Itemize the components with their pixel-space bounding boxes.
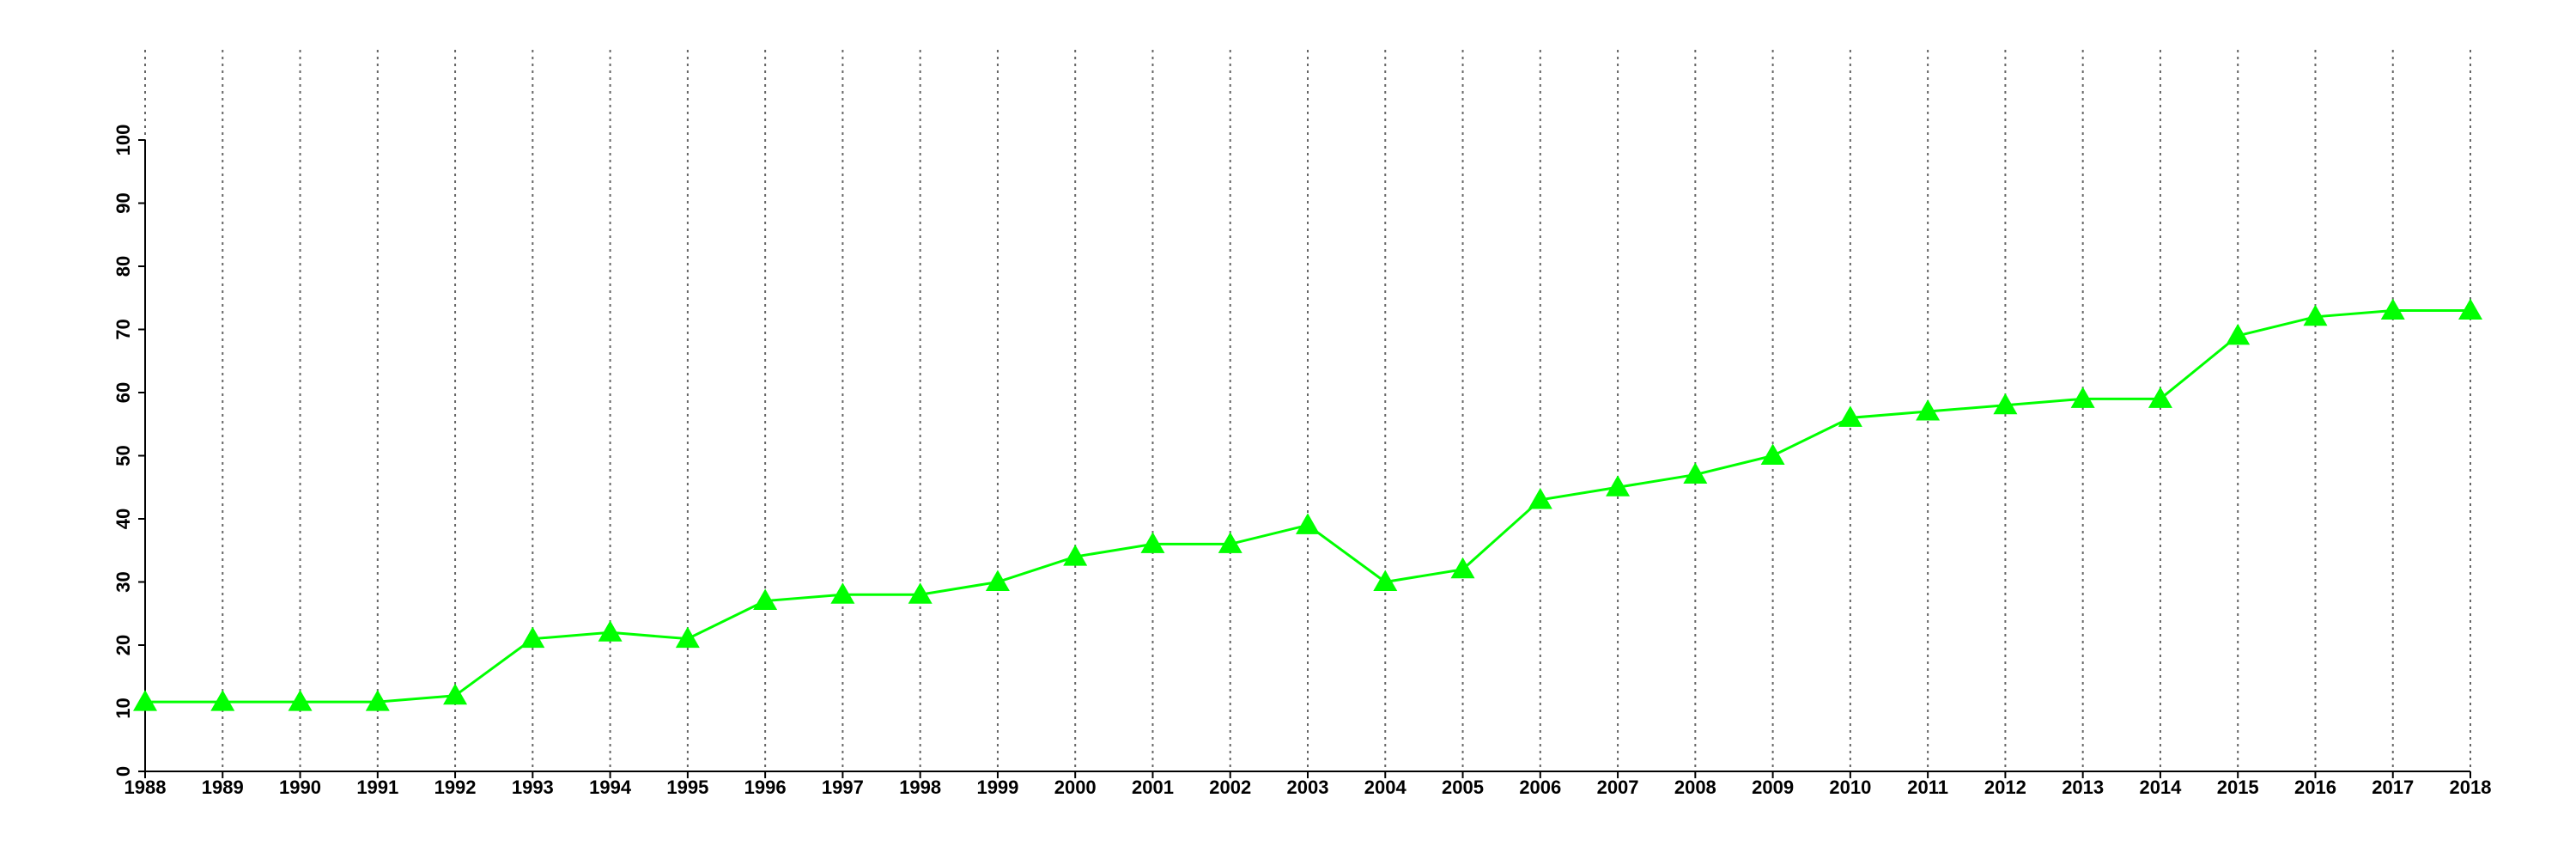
marker xyxy=(1296,513,1320,534)
x-tick-label: 1991 xyxy=(356,777,398,798)
marker xyxy=(1683,462,1708,484)
x-tick-label: 2008 xyxy=(1674,777,1716,798)
y-tick-label: 90 xyxy=(112,192,134,213)
marker xyxy=(520,626,545,649)
x-tick-label: 2003 xyxy=(1287,777,1329,798)
x-tick-label: 2016 xyxy=(2294,777,2336,798)
marker xyxy=(598,620,623,642)
marker xyxy=(443,683,468,705)
x-tick-label: 2017 xyxy=(2372,777,2414,798)
x-tick-label: 1996 xyxy=(744,777,787,798)
x-tick-label: 1990 xyxy=(279,777,321,798)
x-tick-label: 1992 xyxy=(434,777,477,798)
y-tick-label: 60 xyxy=(112,382,134,403)
x-tick-label: 1995 xyxy=(666,777,708,798)
x-tick-label: 1993 xyxy=(512,777,554,798)
x-tick-label: 2007 xyxy=(1597,777,1639,798)
x-tick-label: 2015 xyxy=(2217,777,2259,798)
y-tick-label: 30 xyxy=(112,571,134,592)
x-tick-label: 1988 xyxy=(125,777,167,798)
y-tick-label: 70 xyxy=(112,319,134,339)
y-tick-label: 20 xyxy=(112,635,134,655)
x-tick-label: 1999 xyxy=(976,777,1018,798)
marker xyxy=(2148,387,2172,408)
x-tick-label: 2006 xyxy=(1519,777,1561,798)
marker xyxy=(830,582,855,604)
marker xyxy=(2380,298,2405,320)
x-tick-label: 2013 xyxy=(2062,777,2104,798)
x-tick-label: 1989 xyxy=(202,777,244,798)
y-tick-label: 50 xyxy=(112,445,134,466)
marker xyxy=(133,690,157,711)
marker xyxy=(288,690,313,711)
x-tick-label: 2000 xyxy=(1054,777,1097,798)
x-tick-label: 1998 xyxy=(899,777,941,798)
marker xyxy=(1063,545,1088,566)
marker xyxy=(1373,570,1398,591)
marker xyxy=(675,626,700,649)
x-tick-label: 2009 xyxy=(1752,777,1794,798)
x-tick-label: 2012 xyxy=(1984,777,2026,798)
marker xyxy=(1916,399,1941,421)
marker xyxy=(2070,387,2095,408)
x-tick-label: 2014 xyxy=(2139,777,2182,798)
y-tick-label: 10 xyxy=(112,698,134,718)
x-tick-label: 1997 xyxy=(822,777,864,798)
marker xyxy=(1838,405,1862,427)
marker xyxy=(753,588,778,611)
y-tick-label: 40 xyxy=(112,509,134,529)
marker xyxy=(1760,443,1785,465)
marker xyxy=(1218,532,1242,553)
marker xyxy=(2303,304,2328,326)
marker xyxy=(210,690,235,711)
x-tick-label: 2005 xyxy=(1442,777,1484,798)
x-tick-label: 1994 xyxy=(589,777,632,798)
x-tick-label: 2018 xyxy=(2450,777,2492,798)
marker xyxy=(1140,532,1165,553)
marker xyxy=(2226,323,2251,345)
marker xyxy=(1993,393,2018,415)
y-tick-label: 80 xyxy=(112,256,134,277)
marker xyxy=(1528,487,1552,509)
y-tick-label: 100 xyxy=(112,125,134,156)
marker xyxy=(2458,298,2482,320)
marker xyxy=(1606,475,1631,497)
y-tick-label: 0 xyxy=(112,766,134,777)
x-tick-label: 2010 xyxy=(1829,777,1871,798)
marker xyxy=(985,570,1010,591)
marker xyxy=(365,690,390,711)
x-tick-label: 2002 xyxy=(1209,777,1251,798)
x-tick-label: 2001 xyxy=(1132,777,1174,798)
marker xyxy=(1450,557,1475,579)
x-tick-label: 2011 xyxy=(1907,777,1948,798)
x-tick-label: 2004 xyxy=(1364,777,1407,798)
marker xyxy=(908,582,933,604)
